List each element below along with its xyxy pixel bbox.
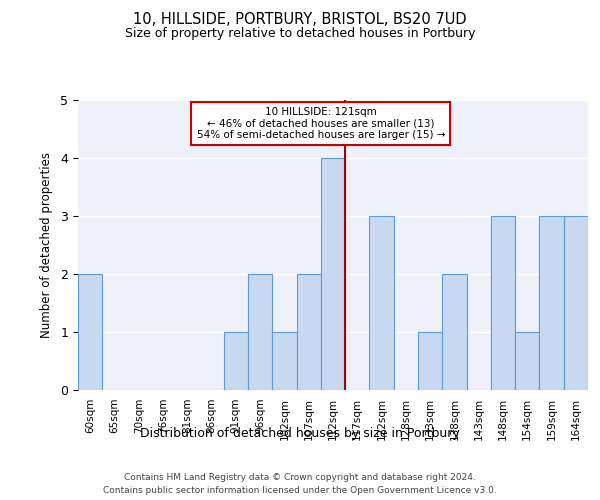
Text: 10, HILLSIDE, PORTBURY, BRISTOL, BS20 7UD: 10, HILLSIDE, PORTBURY, BRISTOL, BS20 7U… — [133, 12, 467, 28]
Bar — [272, 332, 296, 390]
Bar — [515, 332, 539, 390]
Bar — [248, 274, 272, 390]
Bar — [564, 216, 588, 390]
Bar — [296, 274, 321, 390]
Text: Distribution of detached houses by size in Portbury: Distribution of detached houses by size … — [140, 428, 460, 440]
Bar — [418, 332, 442, 390]
Y-axis label: Number of detached properties: Number of detached properties — [40, 152, 53, 338]
Bar — [491, 216, 515, 390]
Bar — [539, 216, 564, 390]
Text: 10 HILLSIDE: 121sqm
← 46% of detached houses are smaller (13)
54% of semi-detach: 10 HILLSIDE: 121sqm ← 46% of detached ho… — [197, 107, 445, 140]
Bar — [321, 158, 345, 390]
Bar — [442, 274, 467, 390]
Text: Size of property relative to detached houses in Portbury: Size of property relative to detached ho… — [125, 28, 475, 40]
Bar — [224, 332, 248, 390]
Text: Contains HM Land Registry data © Crown copyright and database right 2024.: Contains HM Land Registry data © Crown c… — [124, 472, 476, 482]
Text: Contains public sector information licensed under the Open Government Licence v3: Contains public sector information licen… — [103, 486, 497, 495]
Bar — [78, 274, 102, 390]
Bar — [370, 216, 394, 390]
